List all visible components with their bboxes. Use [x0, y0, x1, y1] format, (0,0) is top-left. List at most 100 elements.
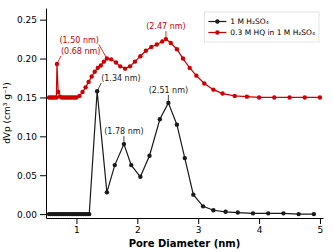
tick-label: 0.20 — [17, 54, 37, 64]
tick-label: 0.10 — [17, 132, 37, 142]
point — [175, 47, 179, 51]
tick-label: 1 — [74, 225, 80, 235]
point — [272, 95, 276, 99]
legend-box — [204, 12, 319, 42]
point — [95, 89, 99, 93]
tick-mark — [40, 175, 46, 176]
point — [54, 95, 58, 99]
annotation-leader — [165, 31, 166, 39]
point — [194, 73, 198, 77]
point — [155, 42, 159, 46]
tick: 0.05 — [17, 171, 46, 181]
point — [55, 62, 59, 66]
annotation: (1.34 nm) — [101, 74, 140, 83]
point — [266, 211, 270, 215]
annotation: (1.78 nm) — [104, 127, 143, 136]
annotation: (1.50 nm) — [59, 36, 98, 45]
tick: 1 — [74, 218, 80, 235]
tick-label: 2 — [135, 225, 141, 235]
tick: 0.10 — [17, 132, 46, 142]
axis-line — [46, 9, 47, 219]
annotation: (2.47 nm) — [146, 22, 185, 31]
point — [312, 212, 316, 216]
series — [47, 37, 322, 100]
annotation-leader — [97, 83, 101, 91]
point — [211, 87, 215, 91]
tick-mark — [40, 214, 46, 215]
point — [245, 94, 249, 98]
point — [89, 74, 93, 78]
x-axis-title: Pore Diameter (nm) — [129, 238, 241, 249]
tick-mark — [76, 218, 77, 224]
point — [138, 175, 142, 179]
axis-line — [47, 218, 324, 219]
point — [160, 39, 164, 43]
point — [118, 64, 122, 68]
point — [303, 95, 307, 99]
point — [99, 63, 103, 67]
point — [287, 95, 291, 99]
annotation-leader — [168, 95, 169, 103]
y-axis: 0.000.050.100.150.200.25 — [17, 9, 47, 220]
y-axis-title: dVp (cm³ g⁻¹) — [2, 82, 12, 144]
point — [80, 90, 84, 94]
point — [129, 163, 133, 167]
point — [149, 45, 153, 49]
legend-entry: 1 M H₂SO₄ — [208, 17, 268, 26]
point — [123, 66, 127, 70]
tick-mark — [40, 59, 46, 60]
series — [47, 89, 316, 216]
point — [181, 56, 185, 60]
legend-marker — [215, 19, 219, 23]
point — [144, 49, 148, 53]
tick-mark — [198, 218, 199, 224]
tick-mark — [40, 136, 46, 137]
series-line — [49, 91, 314, 214]
series-line — [49, 39, 320, 97]
point — [83, 85, 87, 89]
point — [223, 210, 227, 214]
annotations: (1.34 nm)(1.78 nm)(2.51 nm)(0.68 nm)(1.5… — [57, 22, 188, 144]
tick-label: 4 — [257, 225, 263, 235]
point — [220, 91, 224, 95]
point — [251, 211, 255, 215]
point — [113, 163, 117, 167]
tick-mark — [320, 218, 321, 224]
point — [201, 204, 205, 208]
legend-label: 1 M H₂SO₄ — [230, 17, 268, 26]
point — [109, 57, 113, 61]
point — [183, 156, 187, 160]
point — [202, 81, 206, 85]
tick-mark — [259, 218, 260, 224]
tick-label: 0.05 — [17, 171, 37, 181]
tick-label: 5 — [318, 225, 324, 235]
tick: 0.15 — [17, 93, 46, 103]
annotation-leader — [57, 56, 61, 64]
tick-label: 3 — [196, 225, 202, 235]
point — [233, 94, 237, 98]
point — [93, 70, 97, 74]
point — [56, 90, 60, 94]
legend-marker — [215, 30, 219, 34]
point — [114, 60, 118, 64]
point — [77, 94, 81, 98]
point — [138, 54, 142, 58]
data — [47, 37, 322, 216]
chart: 123450.000.050.100.150.200.25Pore Diamet… — [0, 0, 333, 252]
point — [169, 41, 173, 45]
plot-root: 123450.000.050.100.150.200.25Pore Diamet… — [2, 9, 324, 250]
tick-mark — [137, 218, 138, 224]
tick: 4 — [257, 218, 263, 235]
annotation-leader — [123, 136, 124, 144]
legend: 1 M H₂SO₄ 0.3 M HQ in 1 M H₂SO₄ — [204, 12, 319, 42]
annotation-leader — [99, 45, 107, 59]
tick-mark — [40, 20, 46, 21]
tick-label: 0.25 — [17, 15, 37, 25]
point — [236, 210, 240, 214]
point — [158, 117, 162, 121]
point — [105, 190, 109, 194]
legend-label: 0.3 M HQ in 1 M H₂SO₄ — [230, 28, 315, 37]
tick-mark — [40, 97, 46, 98]
annotation: (0.68 nm) — [61, 47, 100, 56]
tick: 5 — [318, 218, 324, 235]
